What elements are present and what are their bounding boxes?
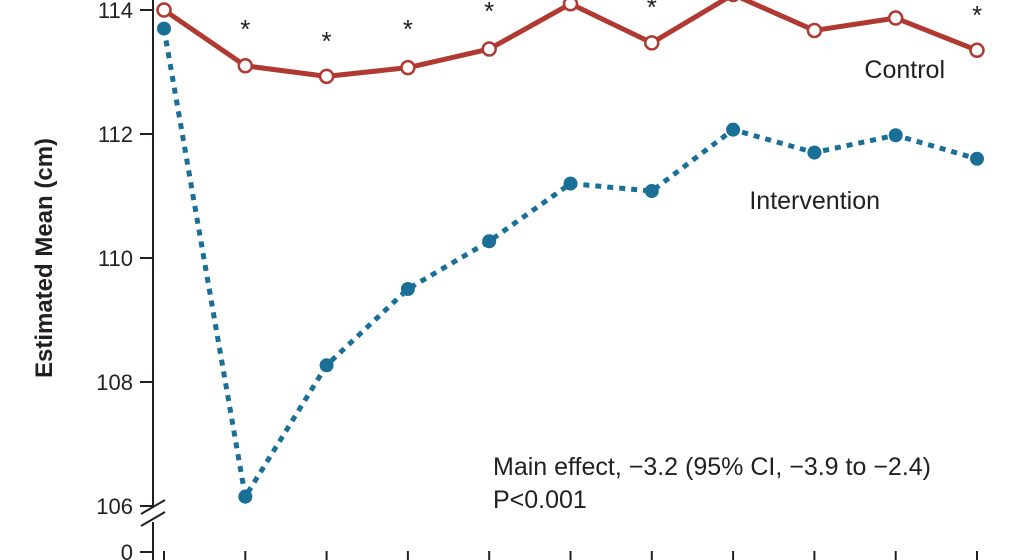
annotation-p-value: P<0.001 — [493, 486, 587, 514]
data-point-intervention — [644, 184, 659, 199]
data-point-intervention — [807, 145, 822, 160]
y-tick-label: 106 — [96, 494, 133, 519]
data-point-intervention — [238, 489, 253, 504]
y-tick-label: 108 — [96, 370, 133, 395]
x-ticks — [163, 551, 978, 560]
data-point-intervention — [888, 128, 903, 143]
y-axis-title: Estimated Mean (cm) — [31, 138, 58, 378]
data-point-control — [727, 0, 739, 3]
significance-star: * — [647, 0, 657, 22]
significance-star: * — [240, 14, 250, 44]
data-point-intervention — [726, 122, 741, 137]
data-point-intervention — [400, 282, 415, 296]
data-point-control — [156, 2, 172, 18]
data-point-control — [481, 41, 497, 57]
y-ticks — [140, 9, 153, 553]
data-point-control — [806, 22, 823, 39]
data-point-control — [400, 59, 416, 76]
series-label-intervention: Intervention — [749, 187, 880, 215]
significance-star: * — [322, 26, 332, 56]
significance-star: * — [484, 0, 494, 26]
data-point-intervention — [319, 358, 334, 373]
data-point-intervention — [563, 176, 578, 191]
y-axis: 114 112 110 108 106 0 — [96, 0, 166, 560]
significance-star: * — [403, 14, 413, 44]
data-point-control — [562, 0, 579, 12]
significance-markers: * * * * * * * — [240, 0, 982, 56]
data-point-control — [237, 58, 254, 74]
data-point-intervention — [157, 21, 171, 36]
y-tick-label: 110 — [98, 246, 133, 271]
data-point-control — [644, 35, 660, 51]
data-point-control — [969, 42, 985, 59]
annotation-main-effect: Main effect, −3.2 (95% CI, −3.9 to −2.4) — [493, 453, 931, 481]
series-label-control: Control — [864, 56, 945, 84]
y-tick-label: 114 — [98, 0, 133, 23]
data-point-control — [887, 10, 904, 26]
series-line-intervention — [161, 28, 978, 504]
y-tick-label: 0 — [121, 540, 133, 560]
significance-star: * — [809, 0, 819, 8]
significance-star: * — [972, 0, 982, 30]
data-point-control — [318, 68, 335, 85]
series-layer — [156, 0, 985, 504]
y-tick-label: 112 — [98, 122, 133, 147]
data-point-intervention — [970, 151, 984, 166]
data-point-intervention — [482, 234, 497, 249]
